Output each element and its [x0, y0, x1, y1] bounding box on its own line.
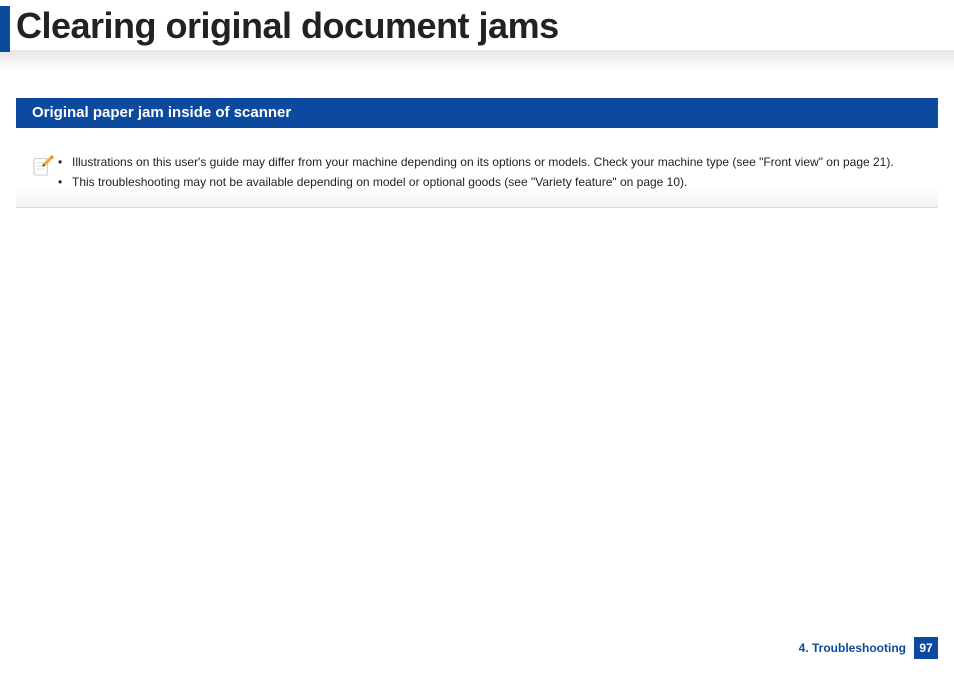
- note-list: Illustrations on this user's guide may d…: [58, 152, 928, 193]
- footer-chapter: 4. Troubleshooting: [799, 641, 906, 655]
- note-box: Illustrations on this user's guide may d…: [16, 142, 938, 208]
- section-title: Original paper jam inside of scanner: [24, 98, 299, 128]
- note-item: This troubleshooting may not be availabl…: [58, 172, 928, 192]
- title-shadow: [0, 50, 954, 76]
- section-wrap: Original paper jam inside of scanner: [0, 98, 954, 128]
- footer: 4. Troubleshooting 97: [799, 637, 938, 659]
- note-icon: [28, 152, 58, 193]
- section-header: Original paper jam inside of scanner: [16, 98, 938, 128]
- title-accent-bar: [0, 6, 10, 52]
- note-item: Illustrations on this user's guide may d…: [58, 152, 928, 172]
- section-accent-bar: [16, 98, 24, 128]
- footer-page-number: 97: [914, 637, 938, 659]
- page-title: Clearing original document jams: [16, 6, 559, 46]
- title-row: Clearing original document jams: [0, 0, 954, 52]
- page-root: Clearing original document jams Original…: [0, 0, 954, 675]
